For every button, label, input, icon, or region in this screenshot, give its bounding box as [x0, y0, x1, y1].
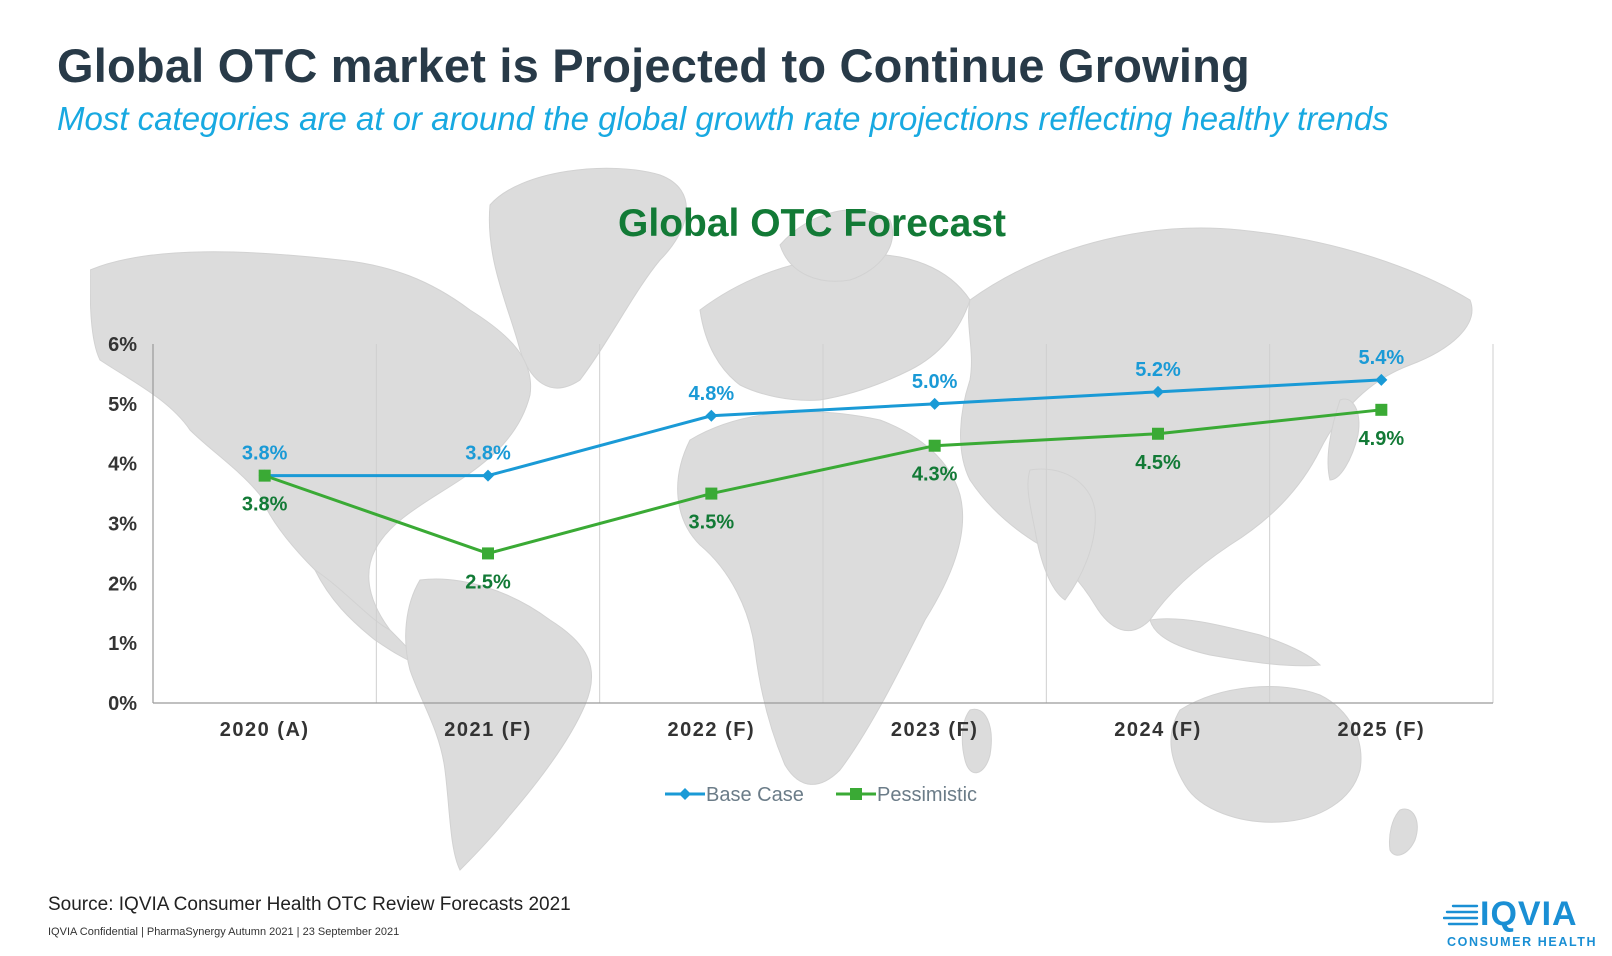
data-point-pessimistic [482, 547, 494, 560]
data-point-base-case [1375, 373, 1388, 386]
forecast-chart: Global OTC Forecast 0% 1% 2% 3% 4% 5% 6% 2020 (… [108, 202, 1494, 806]
logo-lines-icon [1443, 904, 1479, 926]
data-label-pessimistic: 2.5% [465, 571, 511, 593]
data-label-pessimistic: 4.9% [1359, 428, 1405, 450]
x-tick-label: 2025 (F) [1338, 719, 1426, 741]
world-map-background [90, 167, 1473, 871]
slide-subtitle: Most categories are at or around the glo… [57, 100, 1389, 137]
data-point-base-case [1152, 385, 1164, 398]
y-tick-label: 1% [108, 633, 137, 655]
data-label-base-case: 5.2% [1135, 359, 1181, 381]
iqvia-logo: IQVIA CONSUMER HEALTH [1443, 895, 1603, 949]
logo-tagline: CONSUMER HEALTH [1447, 935, 1598, 949]
data-point-pessimistic [928, 439, 941, 452]
series-line-base-case [264, 378, 1382, 478]
chart-legend: Base Case Pessimistic [665, 784, 977, 806]
data-label-pessimistic: 3.8% [242, 494, 288, 516]
logo-wordmark: IQVIA [1480, 895, 1578, 933]
data-label-base-case: 3.8% [465, 443, 511, 465]
y-tick-label: 4% [108, 454, 137, 476]
slide-title: Global OTC market is Projected to Contin… [57, 39, 1250, 92]
y-tick-label: 6% [108, 334, 137, 356]
chart-series [258, 373, 1388, 560]
series-line-pessimistic [264, 408, 1382, 555]
source-note: Source: IQVIA Consumer Health OTC Review… [48, 894, 571, 915]
data-label-pessimistic: 3.5% [689, 512, 735, 534]
chart-title: Global OTC Forecast [618, 202, 1006, 245]
y-tick-label: 3% [108, 514, 137, 536]
legend-label: Base Case [706, 784, 804, 806]
data-label-base-case: 5.4% [1359, 347, 1405, 369]
x-tick-label: 2020 (A) [220, 719, 310, 741]
data-label-pessimistic: 4.3% [912, 464, 958, 486]
legend-label: Pessimistic [877, 784, 977, 806]
data-label-base-case: 3.8% [242, 443, 288, 465]
data-label-pessimistic: 4.5% [1135, 452, 1181, 474]
y-tick-label: 5% [108, 394, 137, 416]
data-point-pessimistic [258, 469, 271, 482]
x-tick-label: 2023 (F) [891, 719, 979, 741]
chart-axes: 0% 1% 2% 3% 4% 5% 6% 2020 (A) 2021 (F) 2022 (F) 20… [108, 334, 1493, 741]
data-point-pessimistic [705, 487, 718, 500]
chart-data-labels: 3.8% 3.8% 4.8% 5.0% 5.2% 5.4% 3.8% 2.5% 3.5% 4.3%… [242, 347, 1404, 594]
x-tick-label: 2022 (F) [668, 719, 756, 741]
legend-marker-square [850, 788, 862, 800]
data-label-base-case: 4.8% [689, 383, 735, 405]
y-tick-label: 2% [108, 573, 137, 595]
data-point-base-case [482, 469, 494, 482]
confidential-footer: IQVIA Confidential | PharmaSynergy Autum… [48, 926, 400, 938]
data-point-pessimistic [1152, 427, 1164, 440]
data-label-base-case: 5.0% [912, 371, 958, 393]
x-tick-label: 2024 (F) [1114, 719, 1202, 741]
data-point-base-case [928, 397, 941, 410]
y-tick-label: 0% [108, 693, 137, 715]
legend-marker-diamond [679, 788, 691, 800]
data-point-pessimistic [1375, 403, 1388, 416]
x-tick-label: 2021 (F) [444, 719, 532, 741]
data-point-base-case [705, 409, 718, 422]
